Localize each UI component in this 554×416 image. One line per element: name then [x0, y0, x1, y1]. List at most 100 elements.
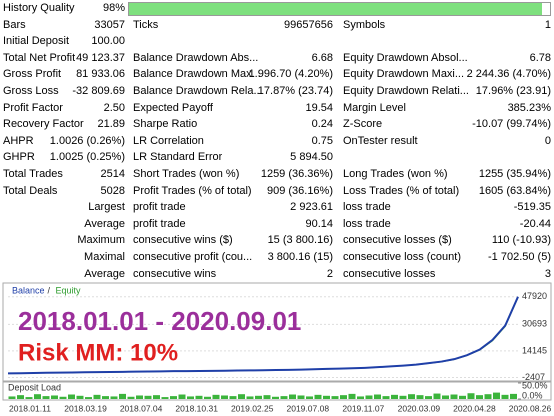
cell-value: 1255 (35.94%): [478, 168, 551, 180]
bar: [459, 395, 466, 399]
cell-label: loss trade: [343, 201, 391, 214]
cell-label: Z-Score: [343, 118, 383, 131]
quality-bar: [128, 2, 551, 16]
cell-value: 6.78: [529, 51, 551, 64]
cell-value: 0.24: [311, 118, 333, 131]
cell-value: -1 702.50 (5): [488, 251, 551, 263]
bar: [161, 397, 169, 399]
cell-value: 2 923.61: [290, 201, 333, 214]
bar: [68, 394, 75, 399]
cell-label: Maximal: [84, 251, 125, 263]
x-tick-label: 2018.07.04: [120, 403, 163, 413]
bar: [119, 393, 126, 399]
cell-label: Maximum: [77, 234, 125, 247]
cell-label: Equity Drawdown Absol...: [343, 51, 468, 64]
bar: [357, 396, 364, 399]
bar: [51, 395, 58, 399]
bar: [306, 396, 313, 399]
cell-label: Equity Drawdown Relati...: [343, 85, 469, 97]
cell-value: 110 (-10.93): [491, 234, 551, 247]
cell-value: 49 123.37: [76, 51, 125, 64]
cell-value: 3 800.16 (15): [267, 251, 333, 263]
bar: [102, 396, 109, 399]
bar: [442, 395, 449, 399]
cell-value: 1605 (63.84%): [478, 184, 551, 197]
cell-label: loss trade: [343, 217, 391, 230]
cell-label: consecutive losses: [343, 267, 436, 280]
bar: [493, 392, 500, 399]
cell-label: consecutive profit (cou...: [133, 251, 253, 263]
bar: [85, 397, 92, 399]
bar: [17, 395, 24, 399]
cell-label: consecutive losses ($): [343, 234, 452, 247]
bar: [416, 395, 424, 399]
bar: [76, 395, 84, 399]
cell-label: consecutive wins ($): [133, 234, 233, 247]
x-tick-label: 2020.03.09: [398, 403, 441, 413]
bar: [187, 396, 194, 399]
cell-value: 17.87% (23.74): [257, 85, 333, 97]
bar: [212, 394, 220, 399]
legend-entry: Balance: [12, 285, 45, 295]
y-tick-label: 50.0%: [522, 380, 548, 390]
bar: [246, 396, 254, 399]
cell-value: 2: [326, 267, 333, 280]
bar: [484, 394, 492, 399]
x-tick-label: 2020.08.26: [509, 403, 552, 413]
bar: [34, 394, 41, 399]
cell-value: 1: [544, 18, 551, 31]
cell-value: 1.0025 (0.25%): [49, 151, 125, 164]
series-line: [7, 296, 519, 375]
cell-value: 3: [544, 267, 551, 280]
period-annotation: 2018.01.01 - 2020.09.01: [18, 306, 301, 336]
cell-label: consecutive loss (count): [343, 251, 461, 263]
bar: [374, 394, 381, 399]
bar: [399, 395, 407, 399]
cell-value: -10.07 (99.74%): [472, 118, 551, 131]
cell-label: Balance Drawdown Max...: [133, 68, 261, 81]
cell-label: Total Net Profit: [3, 51, 76, 64]
cell-value: -20.44: [519, 217, 551, 230]
cell-value: 5028: [100, 184, 125, 197]
bar: [136, 395, 143, 399]
bar: [263, 395, 271, 399]
cell-label: Short Trades (won %): [133, 168, 240, 180]
bar: [178, 394, 186, 399]
bar: [425, 396, 432, 399]
panel-title: Deposit Load: [8, 382, 61, 392]
cell-value: 0: [544, 134, 551, 147]
cell-value: 19.54: [305, 101, 333, 114]
cell-value: 81 933.06: [76, 68, 125, 81]
chart-frame: [2, 282, 552, 382]
bar: [314, 394, 322, 399]
bar: [110, 396, 118, 399]
x-tick-label: 2019.07.08: [287, 403, 330, 413]
cell-label: Total Deals: [3, 184, 58, 197]
cell-label: Expected Payoff: [133, 101, 213, 114]
cell-value: 6.68: [311, 51, 333, 64]
cell-label: Margin Level: [343, 101, 406, 114]
bar: [365, 395, 373, 399]
cell-value: 33057: [94, 18, 125, 31]
x-tick-label: 2018.03.19: [64, 403, 107, 413]
cell-label: History Quality: [3, 2, 75, 14]
x-tick-label: 2020.04.28: [453, 403, 496, 413]
cell-label: Profit Trades (% of total): [133, 184, 252, 197]
cell-value: 98%: [102, 2, 125, 14]
bar: [127, 396, 135, 399]
cell-value: 0.75: [311, 134, 333, 147]
cell-label: Recovery Factor: [3, 118, 84, 131]
cell-label: GHPR: [3, 151, 35, 164]
bar: [204, 396, 211, 399]
cell-value: 909 (36.16%): [266, 184, 333, 197]
cell-value: 5 894.50: [290, 151, 333, 164]
bar: [340, 395, 347, 399]
cell-label: Symbols: [343, 18, 386, 31]
cell-value: 17.96% (23.91): [475, 85, 551, 97]
cell-value: 2514: [100, 168, 125, 180]
cell-label: consecutive wins: [133, 267, 217, 280]
bar: [229, 396, 237, 399]
bar: [170, 396, 177, 399]
cell-label: Equity Drawdown Maxi...: [343, 68, 465, 81]
bar: [8, 396, 16, 399]
